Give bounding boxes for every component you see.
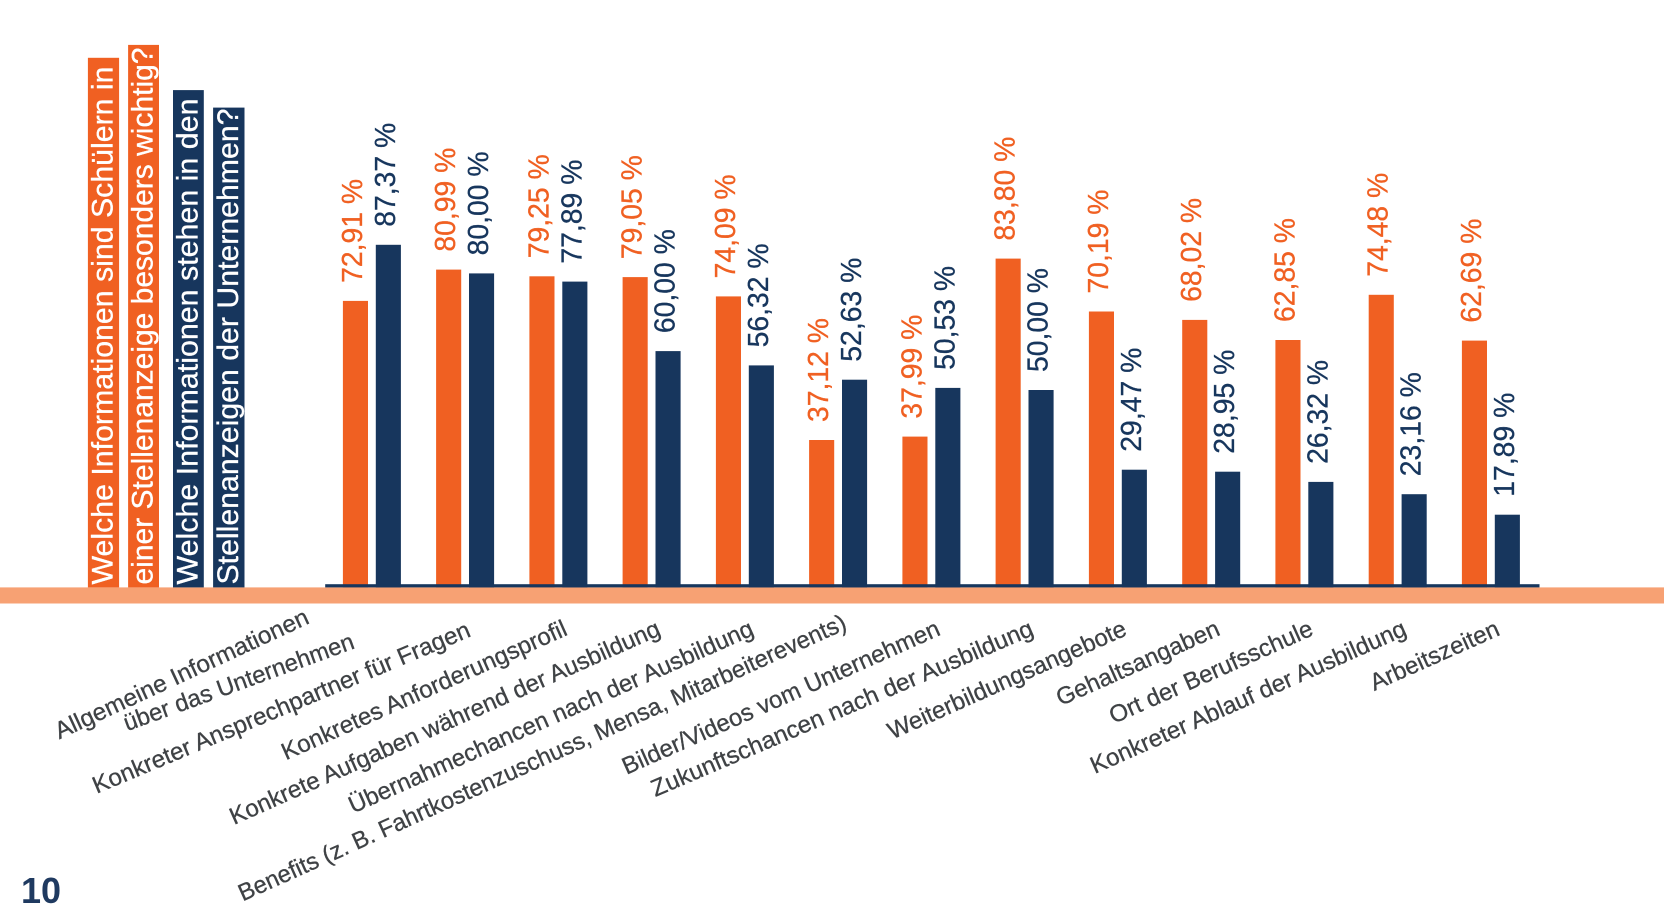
svg-text:50,53 %: 50,53 % (929, 266, 961, 370)
svg-text:60,00 %: 60,00 % (650, 229, 682, 333)
svg-text:37,99 %: 37,99 % (896, 315, 928, 419)
svg-text:37,12 %: 37,12 % (803, 318, 835, 422)
svg-text:10: 10 (21, 870, 61, 909)
svg-text:77,89 %: 77,89 % (556, 160, 588, 264)
svg-text:26,32 %: 26,32 % (1302, 360, 1334, 464)
svg-text:87,37 %: 87,37 % (370, 123, 402, 227)
svg-text:80,00 %: 80,00 % (463, 151, 495, 255)
svg-text:Stellenanzeigen der Unternehme: Stellenanzeigen der Unternehmen? (212, 109, 245, 585)
svg-text:Welche Informationen sind Schü: Welche Informationen sind Schülern in (87, 67, 120, 585)
svg-text:74,48 %: 74,48 % (1363, 173, 1395, 277)
svg-text:23,16 %: 23,16 % (1396, 372, 1428, 476)
svg-text:einer Stellenanzeige besonders: einer Stellenanzeige besonders wichtig? (127, 48, 160, 585)
svg-text:50,00 %: 50,00 % (1023, 268, 1055, 372)
svg-text:79,25 %: 79,25 % (523, 154, 555, 258)
svg-text:80,99 %: 80,99 % (430, 148, 462, 252)
svg-text:29,47 %: 29,47 % (1116, 348, 1148, 452)
svg-text:83,80 %: 83,80 % (990, 137, 1022, 241)
svg-text:Welche Informationen stehen in: Welche Informationen stehen in den (171, 98, 204, 584)
svg-text:70,19 %: 70,19 % (1083, 190, 1115, 294)
svg-text:62,69 %: 62,69 % (1456, 219, 1488, 323)
svg-text:79,05 %: 79,05 % (617, 155, 649, 259)
svg-text:62,85 %: 62,85 % (1270, 218, 1302, 322)
svg-text:74,09 %: 74,09 % (710, 174, 742, 278)
svg-text:56,32 %: 56,32 % (743, 243, 775, 347)
svg-text:17,89 %: 17,89 % (1489, 393, 1521, 497)
svg-text:52,63 %: 52,63 % (836, 258, 868, 362)
svg-text:68,02 %: 68,02 % (1176, 198, 1208, 302)
svg-text:72,91 %: 72,91 % (337, 179, 369, 283)
svg-text:28,95 %: 28,95 % (1209, 350, 1241, 454)
